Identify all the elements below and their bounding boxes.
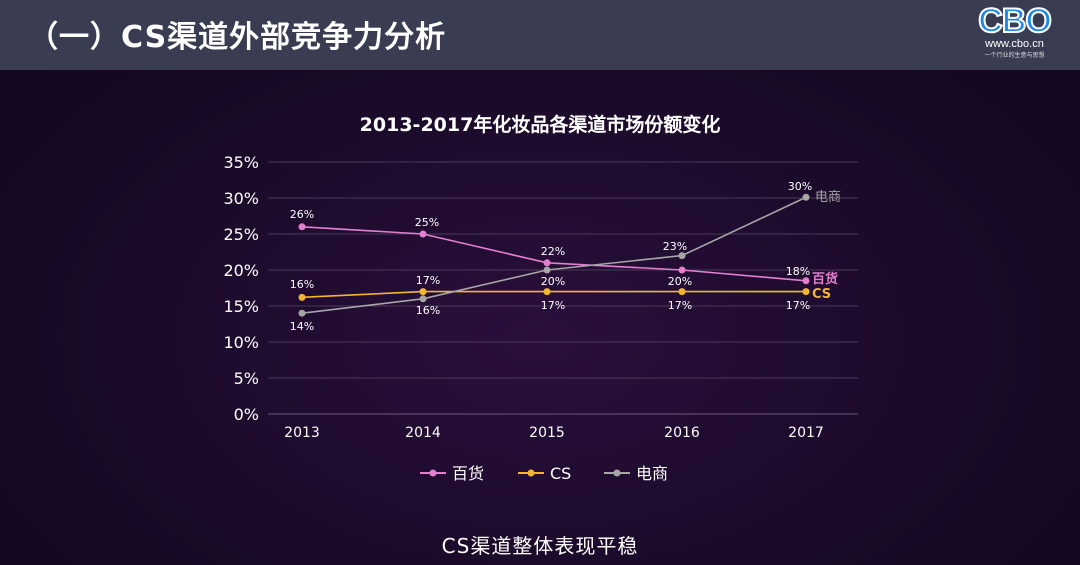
header-bar: （一）CS渠道外部竞争力分析 CBO www.cbo.cn 一个行业的生意与思想	[0, 0, 1080, 70]
data-label: 20%	[541, 275, 565, 288]
data-point	[419, 288, 427, 296]
data-label: 23%	[663, 240, 687, 253]
series-line-CS	[301, 290, 806, 299]
logo-mark: CBO	[977, 2, 1053, 40]
legend-swatch-marker	[613, 469, 621, 477]
y-tick-label: 20%	[223, 261, 259, 280]
data-label: 14%	[290, 320, 314, 333]
legend-swatch-marker	[527, 469, 535, 477]
data-label: 17%	[541, 299, 565, 312]
data-point	[298, 309, 306, 317]
legend-label: 电商	[636, 464, 668, 483]
footer-caption: CS渠道整体表现平稳	[441, 534, 639, 558]
data-point	[802, 193, 810, 201]
data-point	[802, 277, 810, 285]
data-point	[298, 223, 306, 231]
chart-title: 2013-2017年化妆品各渠道市场份额变化	[359, 114, 721, 136]
x-tick-label: 2013	[284, 425, 320, 441]
data-label: 17%	[416, 274, 440, 287]
data-point	[802, 288, 810, 296]
data-point	[543, 266, 551, 274]
data-point	[678, 252, 686, 260]
x-tick-label: 2017	[788, 425, 824, 441]
data-label: 16%	[290, 278, 314, 291]
data-point	[543, 259, 551, 267]
y-tick-label: 0%	[234, 405, 259, 424]
legend-swatch-marker	[429, 469, 437, 477]
data-label: 26%	[290, 208, 314, 221]
series-end-label: CS	[812, 287, 831, 302]
data-label: 25%	[415, 216, 439, 229]
data-label: 20%	[668, 275, 692, 288]
data-point	[543, 288, 551, 296]
y-tick-label: 15%	[223, 297, 259, 316]
data-label: 30%	[788, 180, 812, 193]
x-tick-label: 2015	[529, 425, 565, 441]
data-label: 18%	[786, 265, 810, 278]
data-point	[678, 266, 686, 274]
data-label: 17%	[786, 299, 810, 312]
y-tick-label: 5%	[234, 369, 259, 388]
data-point	[298, 293, 306, 301]
series-end-label: 电商	[815, 190, 841, 205]
y-tick-label: 10%	[223, 333, 259, 352]
y-tick-label: 35%	[223, 153, 259, 172]
logo-url: www.cbo.cn	[985, 38, 1044, 50]
data-point	[419, 295, 427, 303]
x-tick-label: 2016	[664, 425, 700, 441]
x-tick-label: 2014	[405, 425, 441, 441]
cbo-logo: CBO www.cbo.cn 一个行业的生意与思想	[967, 2, 1062, 66]
data-label: 17%	[668, 299, 692, 312]
y-tick-label: 30%	[223, 189, 259, 208]
data-point	[678, 288, 686, 296]
data-label: 16%	[416, 304, 440, 317]
legend-label: CS	[550, 464, 571, 483]
page-title: （一）CS渠道外部竞争力分析	[28, 20, 447, 55]
logo-slogan: 一个行业的生意与思想	[984, 52, 1045, 59]
legend-label: 百货	[452, 464, 484, 483]
y-tick-label: 25%	[223, 225, 259, 244]
data-point	[419, 230, 427, 238]
data-label: 22%	[541, 245, 565, 258]
series-end-label: 百货	[812, 271, 838, 287]
